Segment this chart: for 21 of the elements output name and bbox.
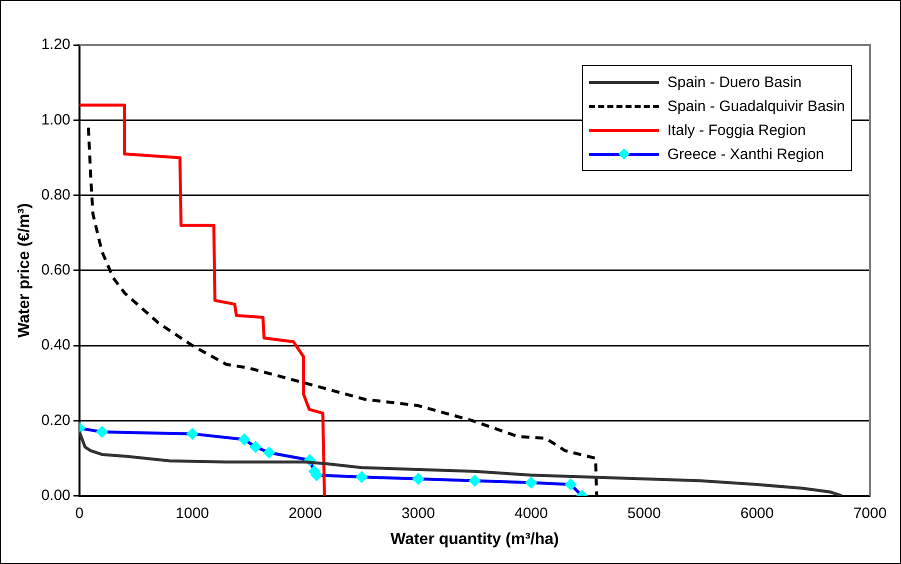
legend-label: Italy - Foggia Region bbox=[667, 122, 806, 138]
x-axis-title: Water quantity (m³/ha) bbox=[390, 530, 559, 548]
legend-label: Spain - Duero Basin bbox=[667, 74, 802, 90]
x-tick-label: 6000 bbox=[740, 504, 774, 522]
y-tick-label: 1.20 bbox=[41, 36, 70, 54]
x-tick-label: 3000 bbox=[402, 504, 435, 522]
x-tick-label: 1000 bbox=[176, 504, 210, 522]
x-tick-label: 0 bbox=[75, 504, 84, 522]
y-tick-label: 0.80 bbox=[41, 186, 70, 204]
legend-label: Greece - Xanthi Region bbox=[667, 146, 824, 162]
x-tick-label: 5000 bbox=[627, 504, 661, 522]
y-tick-label: 1.00 bbox=[41, 111, 70, 128]
x-tick-label: 4000 bbox=[514, 504, 548, 522]
x-tick-label: 7000 bbox=[853, 504, 887, 522]
y-tick-label: 0.60 bbox=[41, 262, 70, 279]
y-axis-title: Water price (€/m³) bbox=[16, 203, 34, 338]
legend-label: Spain - Guadalquivir Basin bbox=[667, 98, 845, 114]
x-tick-label: 2000 bbox=[288, 504, 322, 522]
y-tick-label: 0.00 bbox=[41, 486, 70, 504]
y-tick-label: 0.20 bbox=[41, 412, 70, 429]
y-tick-label: 0.40 bbox=[41, 336, 70, 354]
